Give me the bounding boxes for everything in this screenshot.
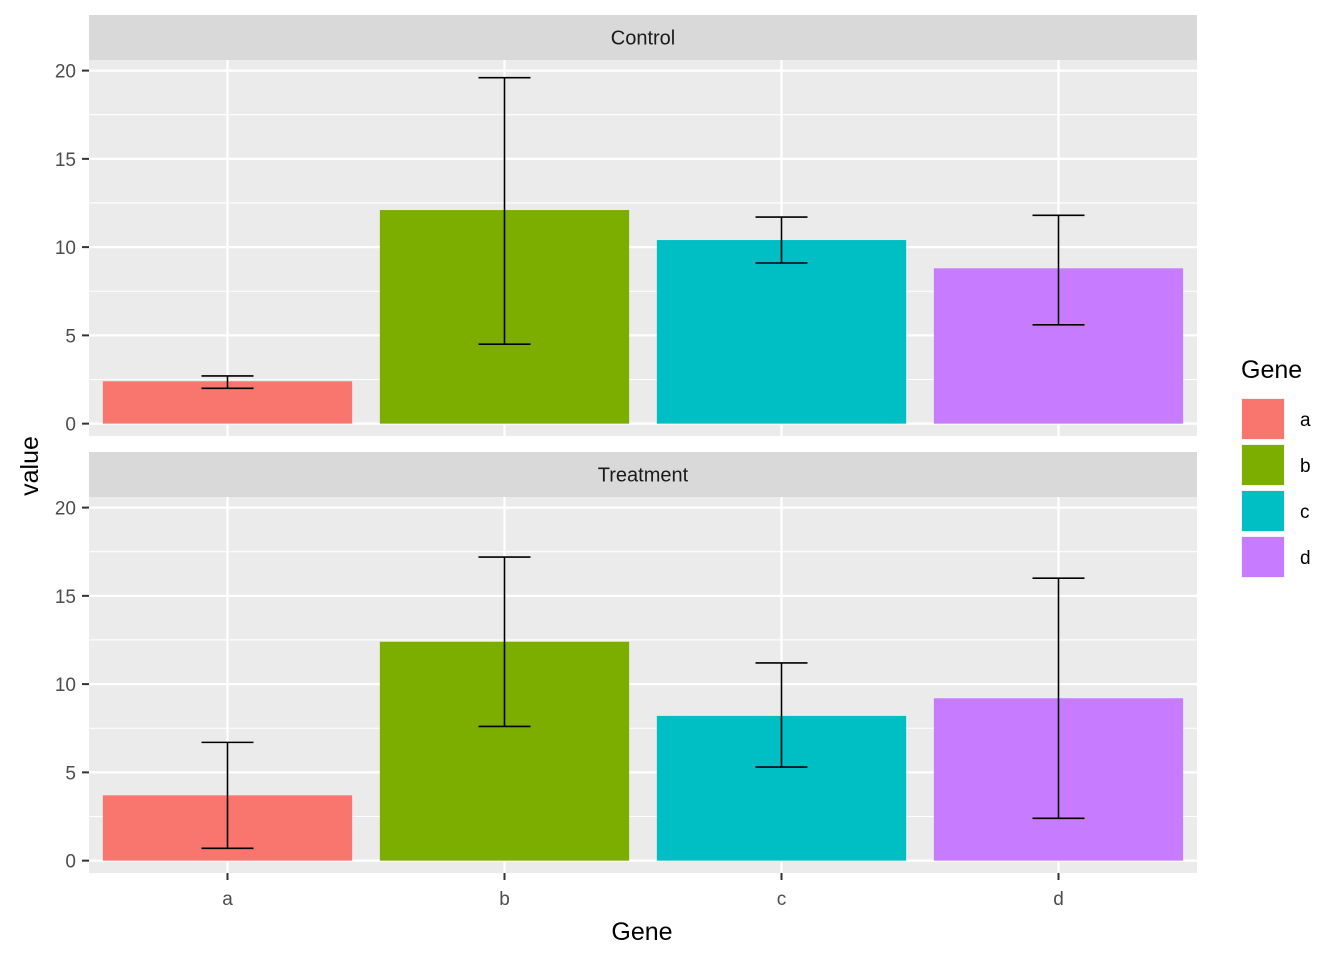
y-tick-label: 20 (55, 499, 76, 520)
x-axis-title: Gene (611, 918, 672, 946)
error-bar-treatment-b (478, 556, 531, 728)
legend-label-c: c (1300, 502, 1310, 523)
x-tick-label: c (777, 889, 787, 910)
x-tick-label: b (499, 889, 510, 910)
facet-strip (89, 15, 1197, 60)
panels-layer: Control 0 5 10 15 20 Treatment 0 5 10 15 20 (55, 15, 1197, 873)
y-tick-label: 0 (65, 852, 76, 873)
y-axis-title: value (16, 436, 44, 496)
error-bar-control-b (478, 76, 531, 346)
y-tick-label: 15 (55, 587, 76, 608)
y-tick-label: 20 (55, 62, 76, 83)
legend-label-d: d (1300, 548, 1311, 569)
y-tick-label: 10 (55, 675, 76, 696)
y-tick-label: 10 (55, 238, 76, 259)
legend-label-a: a (1300, 410, 1311, 431)
error-bar-control-a (201, 375, 254, 390)
legend-swatch-d (1242, 537, 1284, 577)
facet-strip-label: Control (611, 28, 675, 50)
y-tick-label: 15 (55, 150, 76, 171)
facet-strip (89, 452, 1197, 497)
y-tick-label: 0 (65, 415, 76, 436)
facet-strip-label: Treatment (598, 465, 689, 487)
facet-panel-control: Control 0 5 10 15 20 (55, 15, 1197, 436)
legend-swatch-b (1242, 445, 1284, 485)
error-bar-control-c (755, 216, 808, 264)
error-bar-treatment-c (755, 662, 808, 768)
legend: Gene a b c d (1241, 356, 1311, 578)
legend-title: Gene (1241, 356, 1302, 384)
y-tick-label: 5 (65, 763, 76, 784)
error-bar-control-d (1032, 214, 1085, 326)
facet-panel-treatment: Treatment 0 5 10 15 20 (55, 452, 1197, 873)
y-tick-label: 5 (65, 326, 76, 347)
legend-label-b: b (1300, 456, 1311, 477)
legend-swatch-c (1242, 491, 1284, 531)
x-tick-label: d (1053, 889, 1064, 910)
error-bar-treatment-d (1032, 577, 1085, 820)
legend-swatch-a (1242, 399, 1284, 439)
error-bar-treatment-a (201, 741, 254, 850)
x-tick-label: a (222, 889, 233, 910)
x-axis: a b c d (222, 873, 1064, 910)
bar-control-c (656, 240, 907, 424)
